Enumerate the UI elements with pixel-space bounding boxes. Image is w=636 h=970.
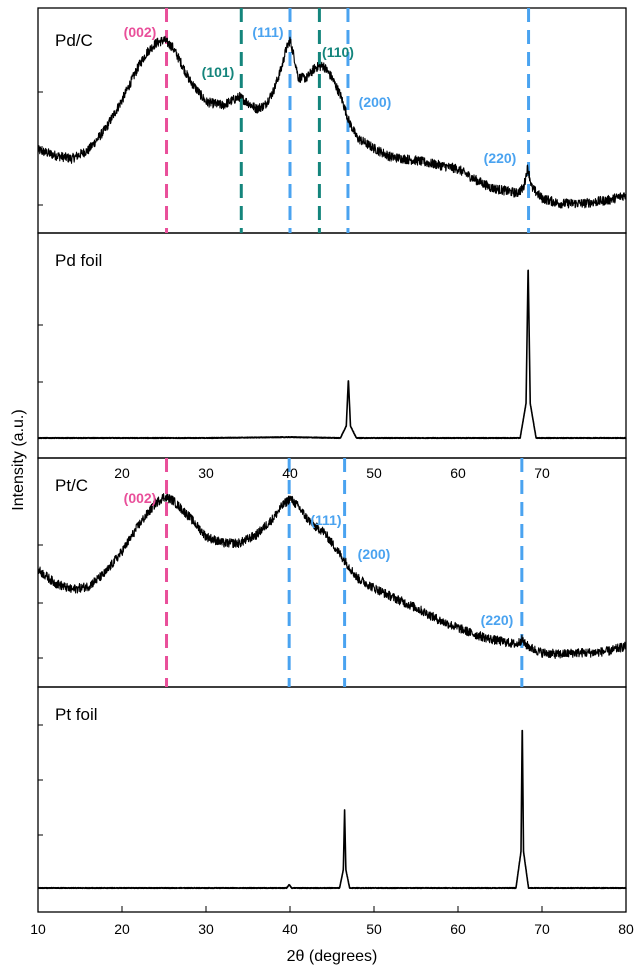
peak-label: (220) xyxy=(481,612,514,628)
panel-tick-label: 40 xyxy=(282,465,298,481)
peak-label: (002) xyxy=(124,24,157,40)
reference-lines xyxy=(165,8,531,687)
peak-label: (220) xyxy=(484,150,517,166)
x-axis-title: 2θ (degrees) xyxy=(287,948,378,965)
panel-label: Pt foil xyxy=(55,705,98,724)
panel-frame xyxy=(37,232,627,459)
axis-ticks xyxy=(37,91,627,912)
panel-tick-label: 50 xyxy=(366,465,382,481)
panel-tick-label: 60 xyxy=(450,465,466,481)
x-tick-label: 40 xyxy=(282,921,298,937)
data-series-line xyxy=(37,493,627,659)
peak-label: (200) xyxy=(358,546,391,562)
data-series-line xyxy=(37,269,627,440)
panel-frame xyxy=(37,686,627,913)
panel-label: Pt/C xyxy=(55,476,88,495)
y-axis-title: Intensity (a.u.) xyxy=(10,409,27,510)
panel-label: Pd/C xyxy=(55,31,93,50)
chart-text: (002) (101) (111) (110) (200) (220) Pd/C Pd foi… xyxy=(10,24,634,965)
data-series-line xyxy=(37,35,627,209)
x-tick-label: 70 xyxy=(534,921,550,937)
peak-label: (111) xyxy=(252,24,283,40)
panel-tick-label: 70 xyxy=(534,465,550,481)
peak-label: (111) xyxy=(310,512,341,528)
panel-frames xyxy=(37,7,627,913)
diffraction-traces xyxy=(37,35,627,890)
peak-label: (101) xyxy=(202,64,235,80)
panel-tick-label: 20 xyxy=(114,465,130,481)
panel-tick-label: 30 xyxy=(198,465,214,481)
x-tick-label: 10 xyxy=(30,921,46,937)
peak-label: (002) xyxy=(124,490,157,506)
data-series-line xyxy=(37,729,627,890)
x-tick-label: 60 xyxy=(450,921,466,937)
panel-frame xyxy=(37,7,627,234)
peak-label: (200) xyxy=(359,94,392,110)
x-tick-label: 30 xyxy=(198,921,214,937)
x-tick-label: 20 xyxy=(114,921,130,937)
peak-label: (110) xyxy=(322,44,354,60)
x-tick-label: 80 xyxy=(618,921,634,937)
panel-label: Pd foil xyxy=(55,251,102,270)
x-tick-label: 50 xyxy=(366,921,382,937)
